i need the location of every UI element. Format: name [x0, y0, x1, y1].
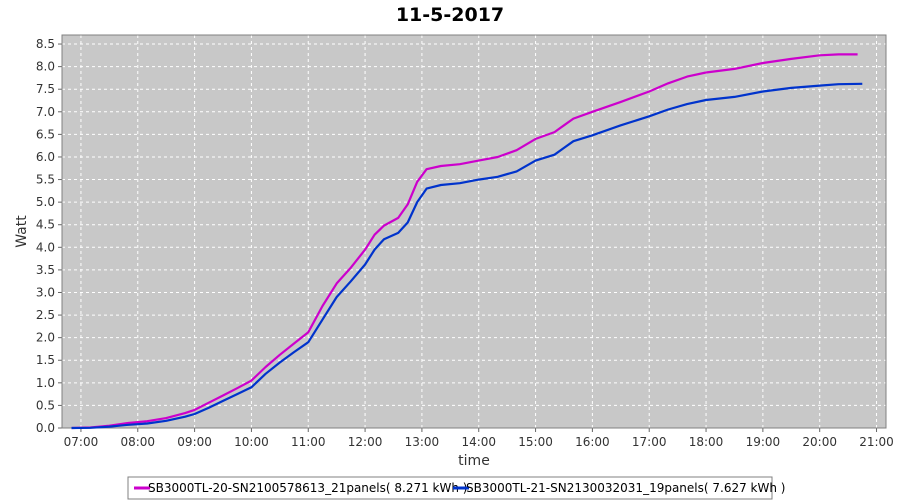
- x-tick-label: 11:00: [291, 435, 326, 449]
- x-tick-label: 19:00: [746, 435, 781, 449]
- y-tick-label: 5.5: [36, 173, 55, 187]
- x-axis-label: time: [458, 453, 490, 469]
- y-tick-label: 6.5: [36, 127, 55, 141]
- x-tick-label: 16:00: [575, 435, 610, 449]
- x-tick-label: 15:00: [518, 435, 553, 449]
- x-tick-label: 18:00: [689, 435, 724, 449]
- series-lines: [71, 53, 863, 430]
- y-tick-label: 0.0: [36, 421, 55, 435]
- y-tick-label: 8.0: [36, 60, 55, 74]
- y-tick-label: 0.5: [36, 398, 55, 412]
- x-tick-label: 10:00: [234, 435, 269, 449]
- y-tick-label: 4.5: [36, 218, 55, 232]
- y-tick-label: 7.5: [36, 82, 55, 96]
- y-axis-label: Watt: [14, 215, 30, 248]
- legend-label-2: SB3000TL-21-SN2130032031_19panels( 7.627…: [466, 481, 785, 495]
- legend-box: [127, 476, 773, 500]
- y-tick-label: 2.0: [36, 331, 55, 345]
- legend: SB3000TL-20-SN2100578613_21panels( 8.271…: [127, 476, 785, 500]
- x-tick-label: 21:00: [859, 435, 894, 449]
- x-tick-label: 17:00: [632, 435, 667, 449]
- y-tick-label: 5.0: [36, 195, 55, 209]
- y-tick-label: 6.0: [36, 150, 55, 164]
- y-tick-label: 8.5: [36, 37, 55, 51]
- y-tick-label: 1.5: [36, 353, 55, 367]
- legend-label-1: SB3000TL-20-SN2100578613_21panels( 8.271…: [148, 481, 467, 495]
- axes: 0.0 0.5 1.0 1.5 2.0 2.5 3.0 3.5 4.0 4.5 5.0 5.5 6.0 6…: [36, 34, 894, 449]
- x-tick-label: 14:00: [461, 435, 496, 449]
- series-line-1: [71, 53, 858, 430]
- x-tick-label: 07:00: [64, 435, 99, 449]
- x-tick-label: 08:00: [120, 435, 155, 449]
- y-tick-label: 2.5: [36, 308, 55, 322]
- y-tick-label: 4.0: [36, 240, 55, 254]
- chart-title: 11-5-2017: [396, 4, 504, 26]
- plot-area: [62, 35, 886, 428]
- x-tick-label: 20:00: [802, 435, 837, 449]
- x-tick-label: 13:00: [405, 435, 440, 449]
- series-line-2: [71, 82, 863, 430]
- y-tick-label: 3.0: [36, 285, 55, 299]
- x-tick-label: 12:00: [348, 435, 383, 449]
- x-tick-label: 09:00: [177, 435, 212, 449]
- y-tick-label: 7.0: [36, 105, 55, 119]
- y-tick-label: 3.5: [36, 263, 55, 277]
- plot-border: [61, 34, 887, 429]
- y-tick-label: 1.0: [36, 376, 55, 390]
